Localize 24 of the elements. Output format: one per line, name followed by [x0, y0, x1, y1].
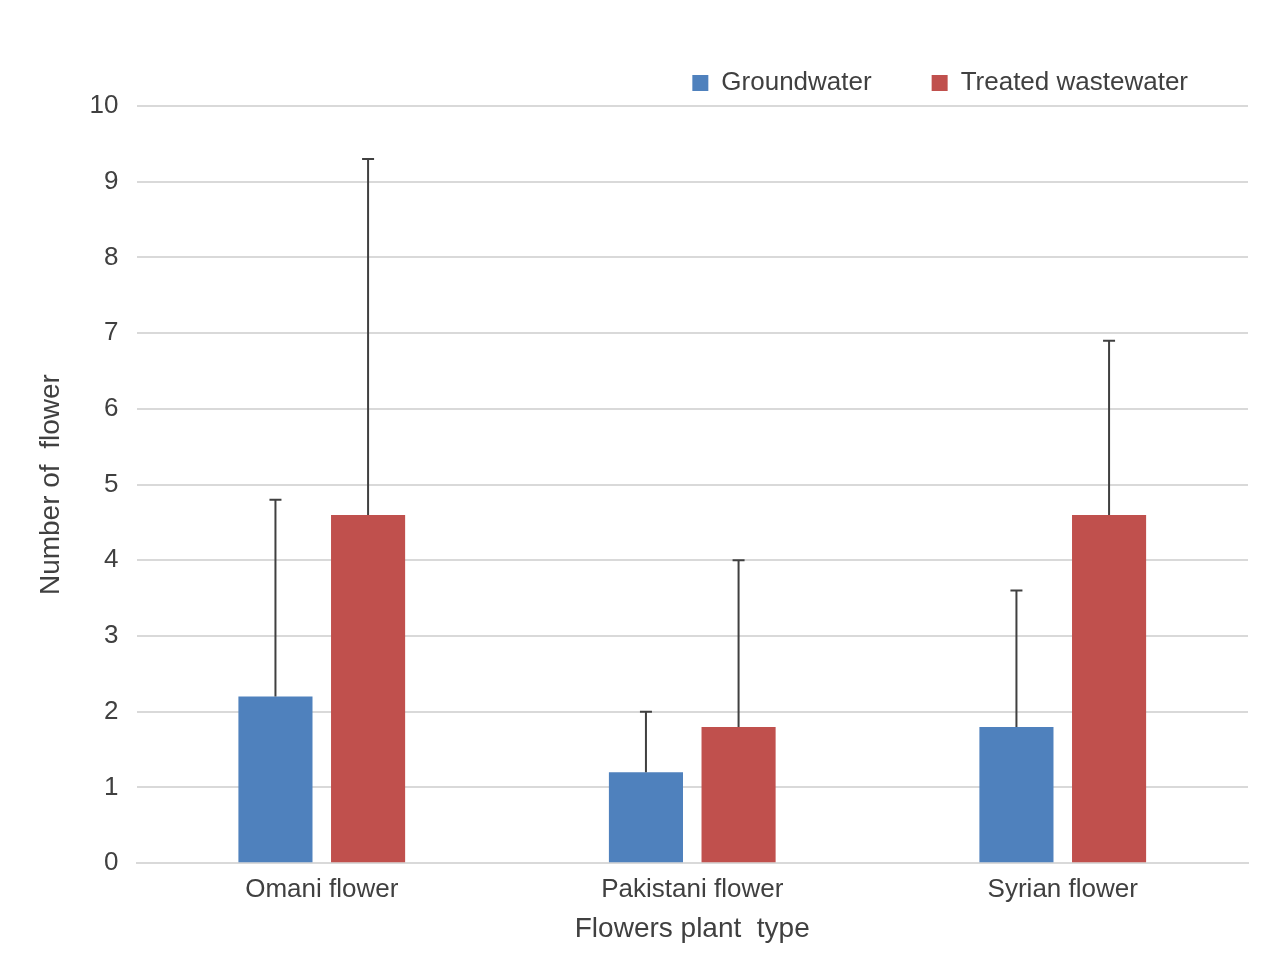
y-tick-label: 6 — [104, 392, 119, 423]
y-tick-label: 5 — [104, 467, 119, 498]
x-tick-label: Omani flower — [245, 872, 399, 903]
x-tick-label: Pakistani flower — [601, 872, 784, 903]
y-tick-label: 4 — [104, 543, 119, 574]
y-tick-label: 0 — [104, 846, 119, 877]
bar — [238, 696, 313, 863]
y-tick-label: 7 — [104, 316, 119, 347]
bar — [608, 772, 683, 863]
y-axis-title: Number of flower — [33, 374, 65, 596]
y-tick-label: 10 — [89, 89, 119, 120]
y-tick-label: 8 — [104, 240, 119, 271]
y-tick-label: 9 — [104, 164, 119, 195]
x-axis-title: Flowers plant type — [574, 911, 810, 943]
y-tick-label: 1 — [104, 770, 119, 801]
x-tick-label: Syrian flower — [987, 872, 1139, 903]
bar — [979, 726, 1054, 863]
bar — [701, 726, 776, 863]
legend-label: Treated wastewater — [960, 66, 1189, 97]
bar — [1072, 514, 1147, 863]
y-tick-label: 2 — [104, 694, 119, 725]
bar — [331, 514, 406, 863]
y-tick-label: 3 — [104, 619, 119, 650]
legend-label: Groundwater — [721, 66, 872, 97]
